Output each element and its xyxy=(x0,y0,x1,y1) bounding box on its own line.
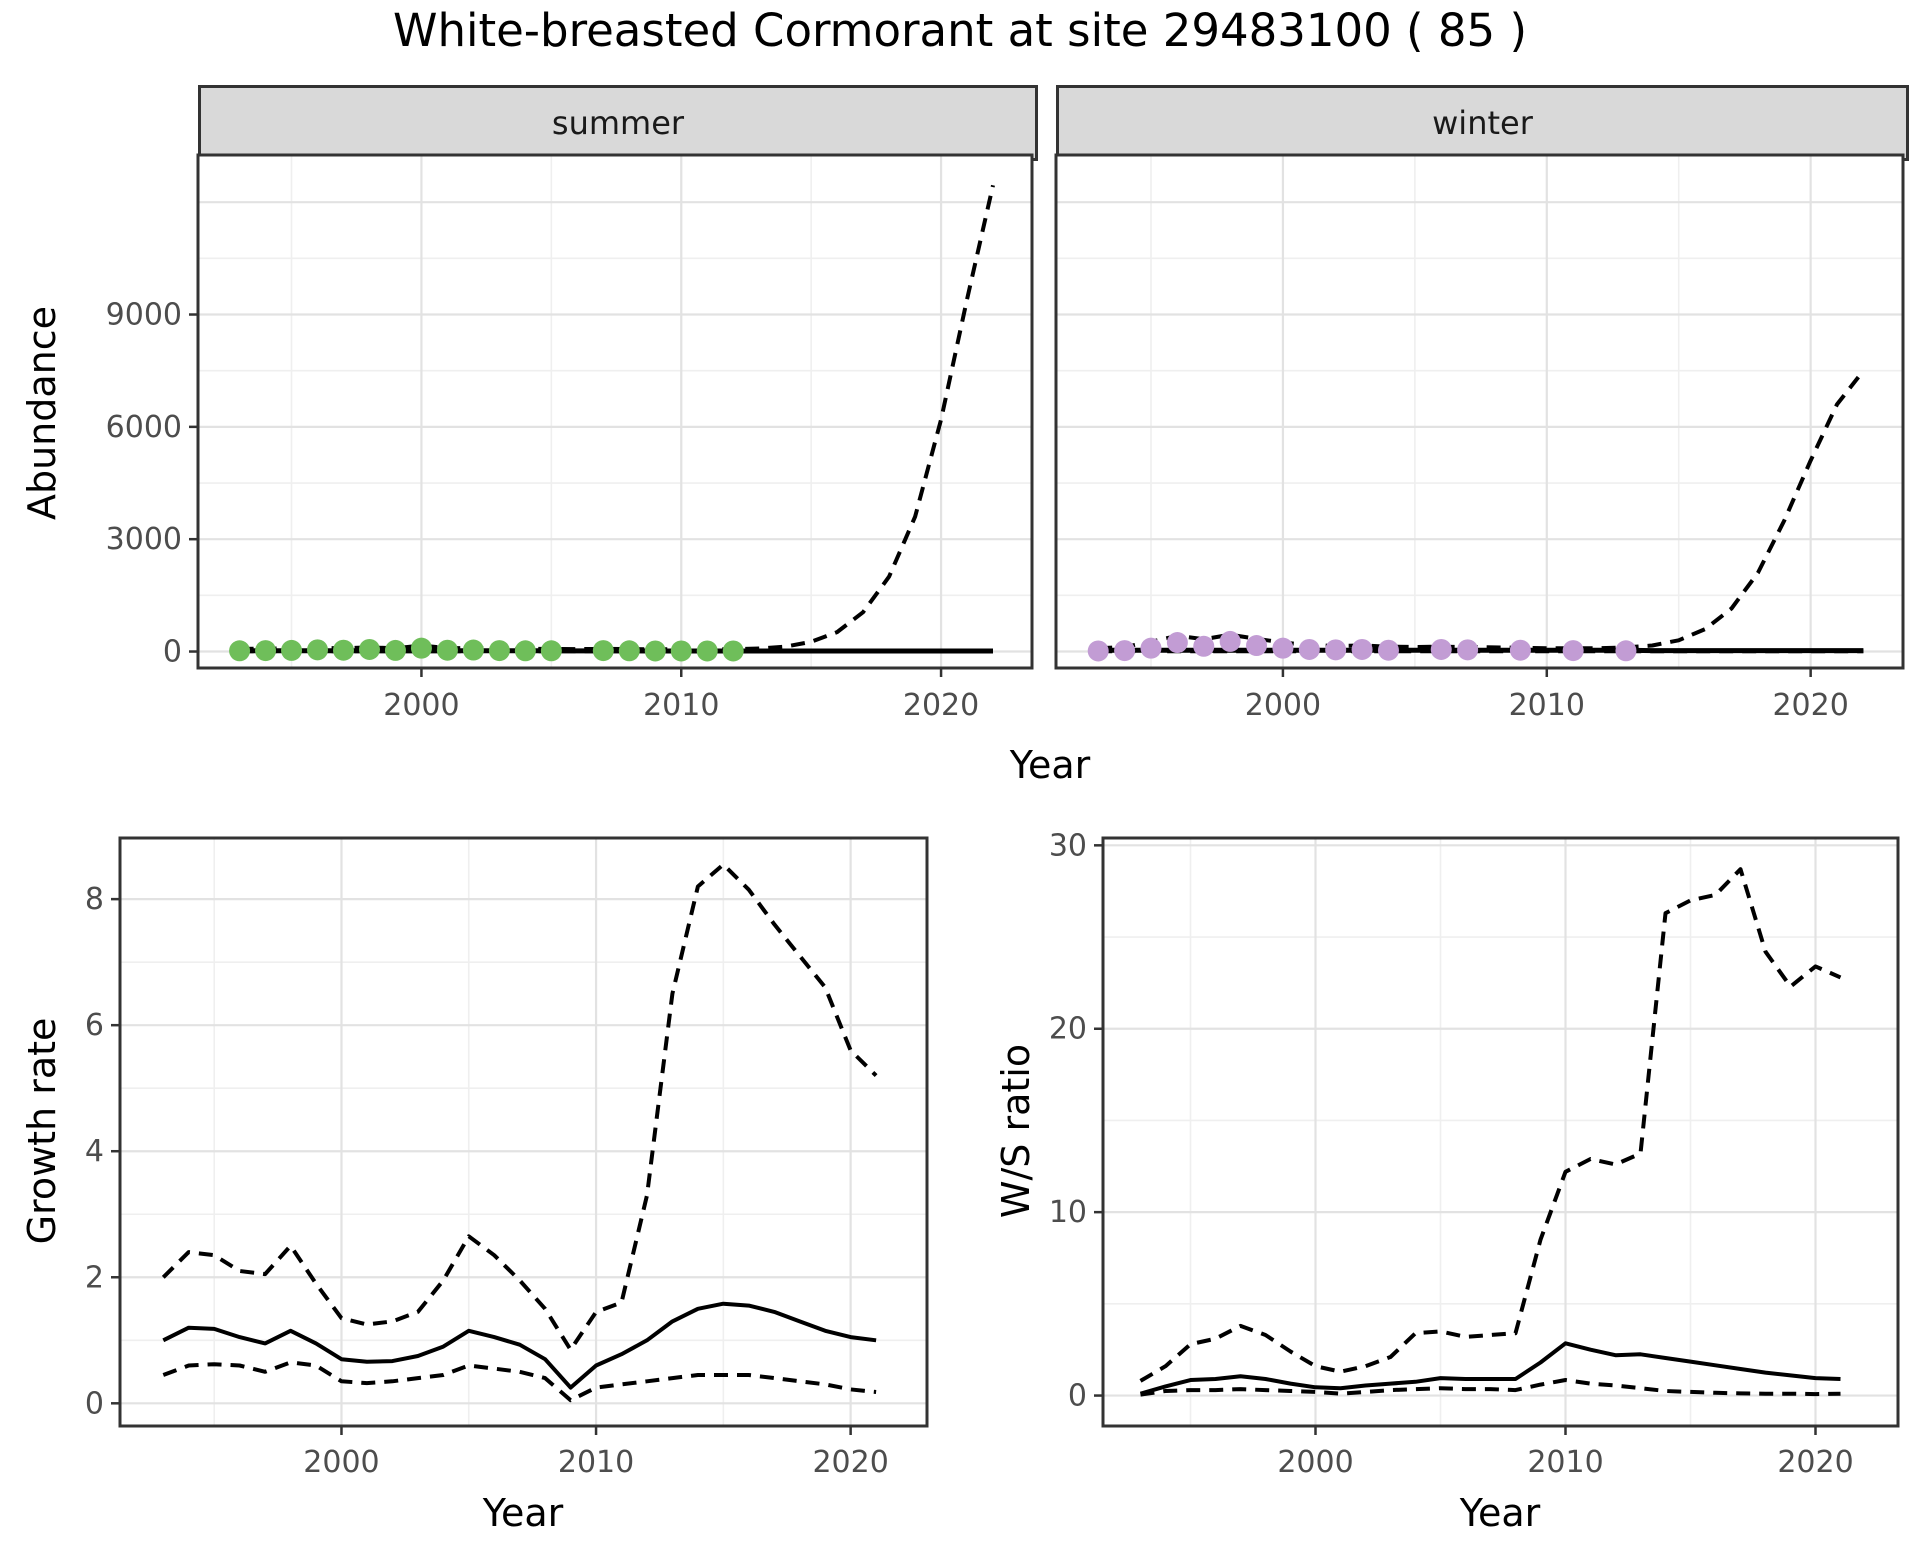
y-tick-label: 20 xyxy=(1049,1012,1087,1047)
lower_ci-line xyxy=(1140,1378,1841,1397)
y-tick-label: 6 xyxy=(85,1008,104,1043)
data-point xyxy=(1272,637,1294,659)
panel-summer: 0 3000 6000 9000 2000 2010 2020 xyxy=(106,153,1034,723)
data-point xyxy=(670,640,692,662)
x-tick-label: 2000 xyxy=(303,1445,379,1480)
y-axis-title-growth-rate: Growth rate xyxy=(20,1017,64,1245)
y-tick-label: 8 xyxy=(85,882,104,917)
data-point xyxy=(540,640,562,662)
x-tick-label: 2020 xyxy=(903,688,979,723)
y-tick-label: 30 xyxy=(1049,828,1087,863)
y-tick-label: 0 xyxy=(163,635,182,670)
data-point xyxy=(307,639,329,661)
data-point xyxy=(1615,640,1637,662)
data-point xyxy=(358,638,380,660)
y-axis-title-ws-ratio: W/S ratio xyxy=(994,1043,1038,1219)
y-tick-label: 0 xyxy=(85,1386,104,1421)
data-point xyxy=(1351,638,1373,660)
data-point xyxy=(384,639,406,661)
facet-strip-winter: winter xyxy=(1056,85,1909,161)
lower_ci-line xyxy=(162,1360,877,1403)
data-point xyxy=(1377,639,1399,661)
x-tick-label: 2020 xyxy=(812,1445,888,1480)
data-point xyxy=(1114,640,1136,662)
x-tick-label: 2020 xyxy=(1777,1445,1853,1480)
y-tick-label: 3000 xyxy=(106,522,182,557)
data-point xyxy=(436,639,458,661)
median-line xyxy=(1139,1341,1841,1396)
upper_ci-line xyxy=(1139,867,1842,1383)
x-tick-label: 2020 xyxy=(1772,688,1848,723)
data-point xyxy=(592,640,614,662)
panel-growth-rate: 0 2 4 6 8 2000 2010 2020 xyxy=(85,836,929,1480)
upper_ci-line xyxy=(161,862,878,1352)
y-tick-label: 10 xyxy=(1049,1195,1087,1230)
x-axis-title-year-top: Year xyxy=(1009,743,1091,787)
x-axis-title-year-bottom-right: Year xyxy=(1459,1491,1541,1535)
y-axis-title-abundance: Abundance xyxy=(20,305,64,521)
data-point xyxy=(514,640,536,662)
data-point xyxy=(644,640,666,662)
data-point xyxy=(1166,632,1188,654)
x-tick-label: 2000 xyxy=(1277,1445,1353,1480)
data-point xyxy=(255,640,277,662)
facet-strip-winter-label: winter xyxy=(1432,104,1533,142)
data-point xyxy=(722,640,744,662)
data-point xyxy=(1325,639,1347,661)
data-point xyxy=(410,637,432,659)
data-point xyxy=(462,639,484,661)
facet-strip-summer-label: summer xyxy=(551,104,685,142)
y-tick-label: 0 xyxy=(1068,1379,1087,1414)
plot-title: White-breasted Cormorant at site 2948310… xyxy=(392,4,1528,57)
panel-winter: 2000 2010 2020 xyxy=(1054,153,1905,723)
data-point xyxy=(1298,638,1320,660)
data-point xyxy=(1219,630,1241,652)
facet-strip-summer: summer xyxy=(198,85,1038,161)
data-point xyxy=(1140,637,1162,659)
upper_ci-line xyxy=(1098,369,1865,651)
median-line xyxy=(162,1301,877,1390)
data-point xyxy=(1457,639,1479,661)
x-tick-label: 2010 xyxy=(643,688,719,723)
y-tick-label: 2 xyxy=(85,1260,104,1295)
x-tick-label: 2010 xyxy=(1509,688,1585,723)
data-point xyxy=(1430,638,1452,660)
data-point xyxy=(1246,635,1268,657)
data-point xyxy=(332,639,354,661)
data-point xyxy=(229,640,251,662)
y-tick-label: 4 xyxy=(85,1134,104,1169)
x-axis-title-year-bottom-left: Year xyxy=(482,1491,564,1535)
data-point xyxy=(488,640,510,662)
data-point xyxy=(618,640,640,662)
data-point xyxy=(1087,640,1109,662)
y-tick-label: 9000 xyxy=(106,298,182,333)
data-point xyxy=(1193,635,1215,657)
x-tick-label: 2000 xyxy=(383,688,459,723)
data-point xyxy=(281,639,303,661)
x-tick-label: 2000 xyxy=(1245,688,1321,723)
panel-w-s-ratio: 0 10 20 30 2000 2010 2020 xyxy=(1049,828,1900,1480)
data-point xyxy=(1509,639,1531,661)
data-point xyxy=(696,640,718,662)
y-tick-label: 6000 xyxy=(106,410,182,445)
x-tick-label: 2010 xyxy=(558,1445,634,1480)
data-point xyxy=(1562,640,1584,662)
x-tick-label: 2010 xyxy=(1527,1445,1603,1480)
